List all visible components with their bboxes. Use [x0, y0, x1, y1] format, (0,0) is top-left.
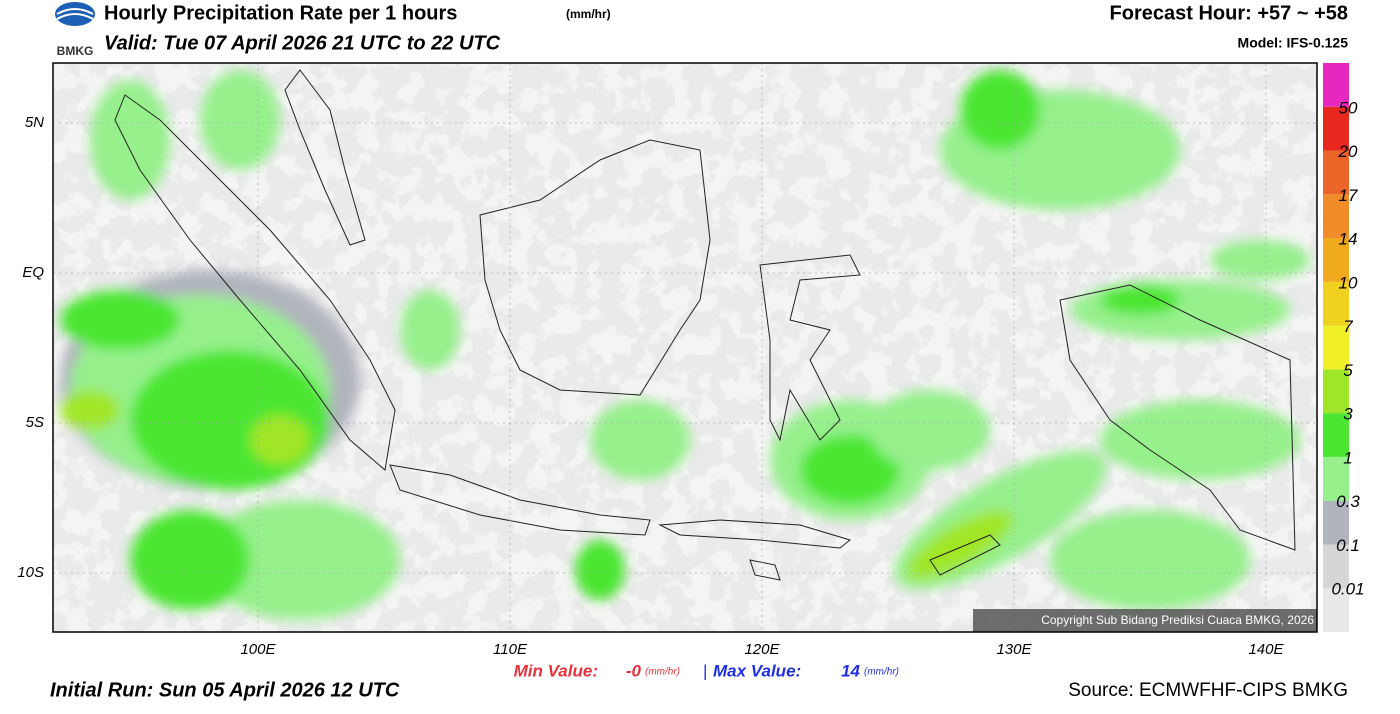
- lat-label: 5S: [26, 414, 44, 431]
- colorbar-swatch: [1323, 413, 1349, 457]
- colorbar-swatch: [1323, 281, 1349, 326]
- graticule: [53, 63, 1317, 632]
- title: Hourly Precipitation Rate per 1 hours: [104, 2, 457, 24]
- title-unit: (mm/hr): [566, 7, 611, 21]
- valid-time: Valid: Tue 07 April 2026 21 UTC to 22 UT…: [104, 32, 501, 54]
- colorbar-swatch: [1323, 588, 1349, 632]
- colorbar-label: 50: [1339, 98, 1358, 117]
- colorbar-label: 0.3: [1336, 492, 1360, 511]
- colorbar-label: 3: [1343, 405, 1353, 424]
- lon-label: 100E: [240, 641, 276, 658]
- colorbar-swatch: [1323, 106, 1349, 151]
- colorbar-label: 20: [1338, 142, 1358, 161]
- source: Source: ECMWFHF-CIPS BMKG: [1068, 680, 1348, 701]
- colorbar-label: 14: [1339, 230, 1358, 249]
- colorbar-swatch: [1323, 63, 1349, 107]
- colorbar-label: 0.01: [1331, 580, 1364, 599]
- min-value: -0: [626, 661, 642, 680]
- colorbar-swatch: [1323, 325, 1349, 370]
- colorbar-swatch: [1323, 369, 1349, 414]
- lon-label: 120E: [744, 641, 780, 658]
- lat-label: 5N: [25, 114, 44, 131]
- initial-run: Initial Run: Sun 05 April 2026 12 UTC: [50, 679, 400, 701]
- separator: |: [703, 661, 707, 680]
- colorbar-swatch: [1323, 500, 1349, 545]
- max-unit: (mm/hr): [864, 667, 899, 678]
- colorbar-label: 5: [1343, 361, 1353, 380]
- colorbar-swatch: [1323, 544, 1349, 589]
- logo: BMKG: [55, 2, 95, 58]
- max-label: Max Value:: [713, 661, 801, 680]
- forecast-hour: Forecast Hour: +57 ~ +58: [1110, 2, 1348, 24]
- map: Copyright Sub Bidang Prediksi Cuaca BMKG…: [53, 63, 1317, 632]
- copyright: Copyright Sub Bidang Prediksi Cuaca BMKG…: [1041, 613, 1314, 627]
- precip-field: [60, 70, 1310, 620]
- colorbar-label: 7: [1343, 317, 1353, 336]
- colorbar-label: 1: [1343, 448, 1352, 467]
- coastlines: [114, 69, 1296, 581]
- logo-text: BMKG: [57, 44, 94, 58]
- lat-label: 10S: [17, 564, 44, 581]
- max-value: 14: [841, 661, 860, 680]
- lat-label: EQ: [22, 264, 44, 281]
- colorbar-label: 17: [1339, 186, 1358, 205]
- colorbar-label: 10: [1339, 273, 1358, 292]
- colorbar-swatch: [1323, 150, 1349, 195]
- colorbar-label: 0.1: [1336, 536, 1360, 555]
- model: Model: IFS-0.125: [1238, 35, 1349, 51]
- min-label: Min Value:: [514, 661, 598, 680]
- lon-label: 140E: [1248, 641, 1284, 658]
- colorbar: 0.01 0.1 0.3 1 3 5 7 10 14 17 20 50: [1323, 63, 1365, 632]
- colorbar-swatch: [1323, 238, 1349, 282]
- min-unit: (mm/hr): [645, 667, 680, 678]
- colorbar-swatch: [1323, 194, 1349, 239]
- lon-label: 130E: [996, 641, 1032, 658]
- colorbar-swatch: [1323, 456, 1349, 501]
- lon-label: 110E: [493, 641, 528, 658]
